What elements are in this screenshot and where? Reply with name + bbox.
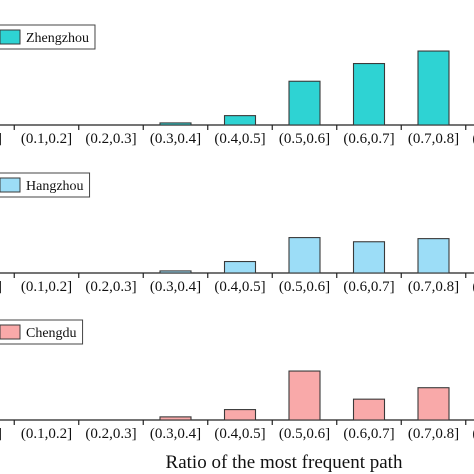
x-tick-label: (0,0.1] (0, 279, 2, 295)
x-tick-label: (0.5,0.6] (279, 131, 330, 147)
x-tick-label: (0.7,0.8] (408, 131, 459, 147)
legend-box (0, 24, 96, 50)
x-tick-label: (0.5,0.6] (279, 279, 330, 295)
bar (223, 260, 257, 274)
legend-swatch (0, 324, 21, 340)
panel-0: (0,0.1] (0.1,0.2] (0.2,0.3] (0.3,0.4] (0.4,0… (0, 24, 474, 147)
bar (159, 270, 192, 274)
x-tick-label: (0.7,0.8] (408, 279, 459, 295)
x-axis-title: Ratio of the most frequent path (166, 452, 403, 473)
bar (288, 80, 321, 126)
bar (417, 387, 450, 421)
x-tick-label: (0,0.1] (0, 426, 2, 442)
bar (159, 416, 192, 421)
legend-label: Hangzhou (26, 179, 84, 194)
x-tick-label: (0.2,0.3] (85, 131, 136, 147)
x-tick-label: (0.6,0.7] (343, 426, 394, 442)
legend-box (0, 319, 84, 345)
bar (352, 62, 386, 126)
bar (352, 398, 386, 421)
x-tick-label: (0.8,0.9] (472, 279, 474, 295)
x-tick-label: (0.4,0.5] (214, 131, 265, 147)
legend-label: Chengdu (26, 326, 77, 341)
bar (288, 237, 321, 274)
x-tick-label: (0.1,0.2] (21, 131, 72, 147)
bar (288, 370, 321, 421)
x-tick-label: (0.6,0.7] (343, 131, 394, 147)
legend-box (0, 172, 91, 198)
bar (159, 122, 192, 126)
panel-1: (0,0.1] (0.1,0.2] (0.2,0.3] (0.3,0.4] (0.4,0… (0, 172, 474, 295)
x-tick-label: (0.8,0.9] (472, 131, 474, 147)
legend-swatch (0, 177, 21, 193)
legend-label: Zhengzhou (26, 31, 89, 46)
x-tick-label: (0.8,0.9] (472, 426, 474, 442)
x-tick-label: (0.1,0.2] (21, 426, 72, 442)
x-tick-label: (0.2,0.3] (85, 426, 136, 442)
bar (223, 409, 257, 421)
x-tick-label: (0.4,0.5] (214, 426, 265, 442)
x-tick-label: (0.7,0.8] (408, 426, 459, 442)
x-tick-label: (0.6,0.7] (343, 279, 394, 295)
x-tick-label: (0.3,0.4] (150, 131, 201, 147)
bar (352, 241, 386, 274)
x-tick-label: (0.3,0.4] (150, 426, 201, 442)
x-tick-label: (0.1,0.2] (21, 279, 72, 295)
x-tick-label: (0.5,0.6] (279, 426, 330, 442)
x-tick-label: (0,0.1] (0, 131, 2, 147)
x-tick-label: (0.4,0.5] (214, 279, 265, 295)
bar (417, 238, 450, 274)
x-tick-label: (0.2,0.3] (85, 279, 136, 295)
bar (417, 50, 450, 126)
x-tick-label: (0.3,0.4] (150, 279, 201, 295)
legend-swatch (0, 29, 21, 45)
panel-2: (0,0.1] (0.1,0.2] (0.2,0.3] (0.3,0.4] (0.4,0… (0, 319, 474, 442)
bar (223, 115, 257, 126)
